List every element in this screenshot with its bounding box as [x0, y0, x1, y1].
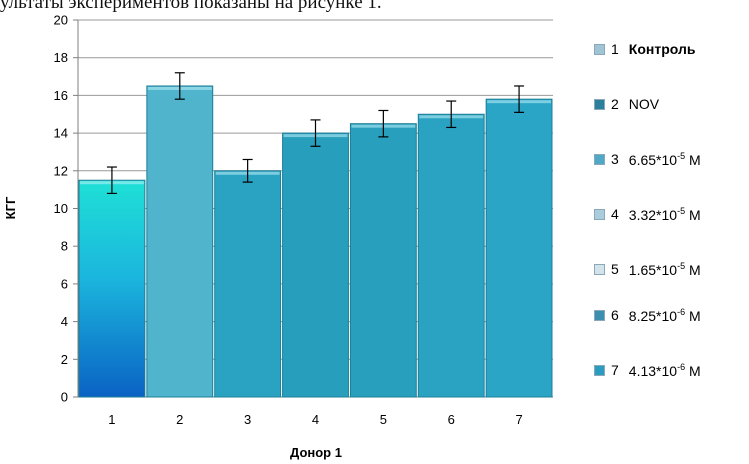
legend-number: 5	[611, 261, 619, 277]
legend-exponent: -6	[677, 361, 686, 372]
bar-4	[282, 132, 349, 398]
legend-item: 1 Контроль	[594, 39, 695, 59]
legend-exponent: -6	[677, 306, 686, 317]
legend-item: 4 3.32*10-5 M	[594, 204, 701, 224]
legend-item: 5 1.65*10-5 M	[594, 259, 701, 279]
legend-swatch	[594, 263, 605, 275]
y-tick-label: 18	[54, 50, 68, 65]
error-bars	[106, 72, 525, 195]
legend-label: 6.65*10-5 M	[629, 151, 701, 168]
legend-base: 6.65*10	[628, 151, 678, 168]
legend-unit: M	[685, 307, 701, 324]
bars	[78, 85, 553, 398]
legend-label: 8.25*10-6 M	[629, 307, 701, 324]
legend-exponent: -5	[677, 205, 686, 216]
legend-base: 3.32*10	[628, 206, 678, 223]
y-tick-label: 20	[54, 13, 68, 28]
y-tick-label: 6	[61, 276, 68, 291]
y-tick-labels: 0 2 4 6 8 10 12 14 16 18 20	[54, 13, 68, 405]
legend-label: 4.13*10-6 M	[629, 362, 701, 379]
legend-label: Контроль	[628, 41, 696, 57]
legend-swatch	[594, 98, 605, 110]
x-axis-label: Донор 1	[290, 445, 342, 460]
bar-3	[214, 170, 282, 398]
legend-number: 3	[611, 151, 619, 167]
y-axis-label: КГГ	[3, 196, 18, 219]
x-tick-label: 3	[244, 412, 251, 427]
y-tick-label: 4	[61, 314, 68, 329]
legend-unit: M	[685, 261, 701, 278]
y-tick-label: 10	[54, 201, 68, 216]
x-tick-label: 2	[176, 412, 183, 427]
y-tick-label: 0	[61, 390, 68, 405]
legend-item: 2 NOV	[594, 94, 659, 114]
bar-2	[146, 85, 214, 398]
x-tick-label: 1	[108, 412, 115, 427]
legend-number: 7	[611, 362, 619, 378]
legend-exponent: -5	[677, 150, 686, 161]
legend-number: 6	[611, 307, 619, 323]
legend-label: NOV	[628, 96, 660, 112]
bar-5	[349, 123, 417, 398]
x-tick-label: 5	[380, 412, 387, 427]
legend-swatch	[594, 309, 605, 321]
legend-number: 4	[611, 206, 619, 222]
legend-unit: M	[685, 151, 701, 168]
legend-label: 3.32*10-5 M	[629, 206, 701, 223]
legend-number: 1	[611, 41, 619, 57]
caption-fragment: ультаты экспериментов показаны на рисунк…	[0, 0, 382, 12]
legend-exponent: -5	[677, 260, 686, 271]
legend-number: 2	[611, 96, 619, 112]
legend-swatch	[594, 364, 605, 376]
legend-swatch	[594, 153, 605, 165]
legend-swatch	[594, 43, 605, 55]
y-tick-label: 14	[54, 126, 68, 141]
x-tick-labels: 1 2 3 4 5 6 7	[108, 412, 522, 427]
legend-item: 3 6.65*10-5 M	[594, 149, 701, 169]
legend-item: 7 4.13*10-6 M	[594, 360, 701, 380]
legend-unit: M	[685, 362, 701, 379]
legend-unit: M	[685, 206, 701, 223]
bar-6	[417, 113, 485, 398]
bar-7	[485, 98, 553, 398]
legend-base: 1.65*10	[628, 261, 678, 278]
legend-base: 8.25*10	[628, 307, 678, 324]
y-tick-label: 2	[61, 352, 68, 367]
y-tick-label: 8	[61, 239, 68, 254]
y-tick-label: 16	[54, 88, 68, 103]
x-tick-label: 7	[515, 412, 522, 427]
legend-swatch	[594, 208, 605, 220]
legend-item: 6 8.25*10-6 M	[594, 305, 701, 325]
bar-1	[78, 179, 146, 398]
legend-label: 1.65*10-5 M	[629, 261, 701, 278]
y-tick-label: 12	[54, 163, 68, 178]
x-tick-label: 4	[312, 412, 319, 427]
legend-base: 4.13*10	[628, 362, 678, 379]
x-tick-label: 6	[448, 412, 455, 427]
